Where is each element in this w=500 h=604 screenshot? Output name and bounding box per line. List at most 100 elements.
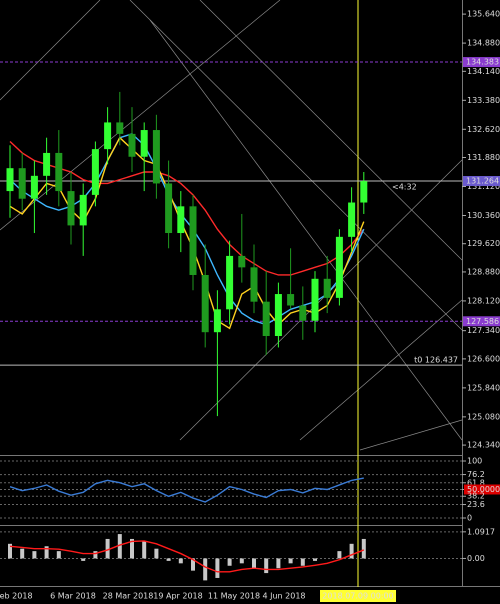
- y-tick-label: 131.120: [467, 182, 500, 191]
- candle-body: [152, 130, 160, 184]
- candle-body: [79, 194, 87, 226]
- candle-body: [360, 181, 368, 203]
- candle-body: [335, 236, 343, 298]
- x-tick-label: 19 Apr 2018: [153, 592, 202, 601]
- histogram-bar: [203, 558, 208, 581]
- histogram-bar: [81, 558, 86, 561]
- histogram-bar: [8, 543, 12, 559]
- y-tick-label: 76.2: [467, 470, 485, 479]
- y-tick-label: 125.080: [467, 412, 500, 421]
- y-tick-label: 131.880: [467, 153, 500, 162]
- countdown: <4:32: [392, 183, 417, 192]
- y-tick-label: 100: [467, 457, 482, 466]
- y-tick-label: 1.0917: [467, 527, 495, 536]
- histogram-bar: [215, 558, 220, 578]
- x-tick-label: 4 Jun 2018: [262, 592, 305, 601]
- histogram-bar: [239, 558, 244, 564]
- indicator-line: [9, 477, 364, 503]
- candle-body: [116, 122, 124, 134]
- histogram-bar: [44, 546, 49, 559]
- candle-body: [189, 206, 197, 275]
- histogram-bar: [105, 538, 110, 559]
- y-tick-label: 134.140: [467, 67, 500, 76]
- candle-body: [18, 168, 26, 199]
- candle-body: [348, 202, 356, 237]
- y-tick-label: 50.0000: [467, 485, 500, 494]
- indicator-line: [9, 540, 365, 573]
- candle-body: [274, 294, 282, 337]
- y-tick-label: 128.120: [467, 296, 500, 305]
- y-tick-label: 129.620: [467, 239, 500, 248]
- candle-body: [128, 133, 136, 157]
- candle-body: [165, 183, 173, 234]
- histogram-bar: [166, 558, 171, 561]
- marker-label: t0 126.437: [414, 356, 458, 365]
- histogram-bar: [276, 558, 281, 569]
- label-box: [463, 176, 500, 187]
- histogram-bar: [337, 551, 342, 559]
- price-label: 131.264: [466, 177, 499, 186]
- candle-body: [6, 168, 14, 192]
- candle-body: [91, 149, 99, 195]
- x-tick-label: 28 Mar 2018: [103, 592, 154, 601]
- label-box: [463, 57, 500, 68]
- indicator-line: [9, 140, 365, 276]
- histogram-bar: [300, 558, 305, 566]
- candle-body: [30, 175, 38, 199]
- current-date-box: [320, 590, 396, 602]
- candle-body: [67, 191, 75, 226]
- y-tick-label: 126.600: [467, 354, 500, 363]
- y-tick-label: 135.640: [467, 10, 500, 19]
- current-date: 2018.07.09 00:00: [322, 592, 393, 601]
- label-box: [463, 316, 500, 327]
- y-tick-label: 130.360: [467, 211, 500, 220]
- candle-body: [226, 255, 234, 310]
- histogram-bar: [264, 558, 269, 574]
- histogram-bar: [288, 558, 293, 564]
- x-tick-label: 11 May 2018: [208, 592, 260, 601]
- candle-body: [104, 122, 112, 150]
- candle-body: [140, 130, 148, 157]
- candle-body: [238, 255, 246, 268]
- histogram-bar: [178, 558, 183, 564]
- candle-body: [55, 152, 63, 192]
- y-tick-label: 125.840: [467, 383, 500, 392]
- x-tick-label: 6 Mar 2018: [50, 592, 96, 601]
- y-tick-label: 38.2: [467, 492, 485, 501]
- histogram-bar: [313, 558, 317, 561]
- histogram-bar: [349, 543, 354, 559]
- candle-body: [311, 278, 319, 321]
- price-label: 127.586: [466, 317, 499, 326]
- y-tick-label: 134.880: [467, 39, 500, 48]
- candle-body: [323, 278, 331, 298]
- histogram-bar: [142, 541, 147, 559]
- histogram-bar: [191, 558, 195, 571]
- label-box: [464, 484, 500, 495]
- y-tick-label: 128.880: [467, 267, 500, 276]
- y-tick-label: 132.620: [467, 125, 500, 134]
- candle-body: [177, 206, 185, 234]
- price-label: 134.383: [466, 58, 499, 67]
- y-tick-label: 133.380: [467, 96, 500, 105]
- candle-body: [287, 294, 295, 306]
- candle-body: [262, 301, 270, 337]
- candle-body: [201, 274, 209, 333]
- candle-body: [213, 309, 221, 333]
- y-tick-label: 127.340: [467, 326, 500, 335]
- histogram-bar: [32, 551, 37, 559]
- histogram-bar: [56, 551, 61, 559]
- histogram-bar: [117, 534, 122, 559]
- histogram-bar: [252, 558, 256, 569]
- y-tick-label: 61.8: [467, 478, 485, 487]
- histogram-bar: [154, 548, 159, 559]
- y-tick-label: 0: [467, 513, 472, 522]
- histogram-bar: [227, 558, 232, 566]
- histogram-bar: [130, 538, 134, 559]
- y-tick-label: 0.00: [467, 554, 485, 563]
- indicator-line: [9, 133, 365, 326]
- x-tick-label: Feb 2018: [0, 592, 33, 601]
- candle-body: [299, 305, 307, 321]
- candle-body: [250, 267, 258, 302]
